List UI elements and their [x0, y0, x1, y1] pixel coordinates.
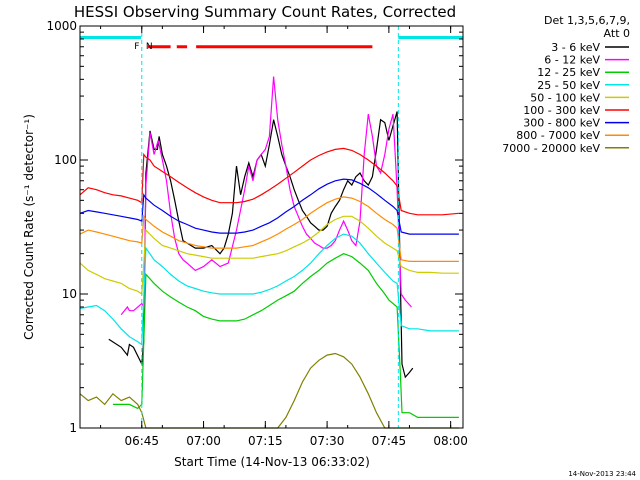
legend-entry-label-8: 7000 - 20000 keV: [502, 142, 600, 155]
legend-entry-label-2: 12 - 25 keV: [537, 66, 600, 79]
legend-entry-label-7: 800 - 7000 keV: [516, 129, 600, 142]
series-line-4: [79, 215, 459, 296]
series-line-6: [79, 178, 459, 235]
flag-label-1: N: [146, 42, 153, 52]
series-line-2: [112, 253, 459, 418]
x-axis-label: Start Time (14-Nov-13 06:33:02): [174, 455, 370, 469]
x-tick-label-0: 06:45: [124, 434, 159, 448]
series-line-1: [120, 76, 412, 316]
legend-entry-label-0: 3 - 6 keV: [551, 41, 600, 54]
legend-entry-label-6: 300 - 800 keV: [523, 117, 600, 130]
y-tick-label-0: 1: [69, 421, 77, 435]
series-traces: [79, 76, 459, 429]
y-axis-label: Corrected Count Rate (s⁻¹ detector⁻¹): [22, 114, 36, 340]
series-line-0: [108, 111, 414, 379]
x-tick-label-3: 07:30: [310, 434, 345, 448]
legend-header-line-1: Det 1,3,5,6,7,9,: [544, 14, 630, 27]
x-tick-label-1: 07:00: [186, 434, 221, 448]
x-tick-label-5: 08:00: [433, 434, 468, 448]
y-tick-label-3: 1000: [46, 19, 77, 33]
plot-frame: [79, 25, 464, 429]
y-tick-label-2: 100: [54, 153, 77, 167]
legend-entry-label-1: 6 - 12 keV: [544, 54, 600, 67]
legend-header-line-2: Att 0: [604, 27, 630, 40]
timestamp: 14-Nov-2013 23:44: [568, 470, 636, 478]
series-line-3: [79, 233, 459, 346]
axis-ticks: 06:45 07:00 07:15 07:30 07:45 08:00 1 10 100 1000: [46, 19, 467, 448]
legend-entry-label-4: 50 - 100 keV: [530, 91, 600, 104]
series-line-7: [79, 196, 459, 262]
x-tick-label-2: 07:15: [248, 434, 283, 448]
x-tick-label-4: 07:45: [372, 434, 407, 448]
legend-entry-label-3: 25 - 50 keV: [537, 79, 600, 92]
y-tick-label-1: 10: [62, 287, 77, 301]
flag-label-0: F: [134, 42, 139, 52]
chart-title: HESSI Observing Summary Count Rates, Cor…: [74, 3, 456, 21]
legend-entry-label-5: 100 - 300 keV: [523, 104, 600, 117]
